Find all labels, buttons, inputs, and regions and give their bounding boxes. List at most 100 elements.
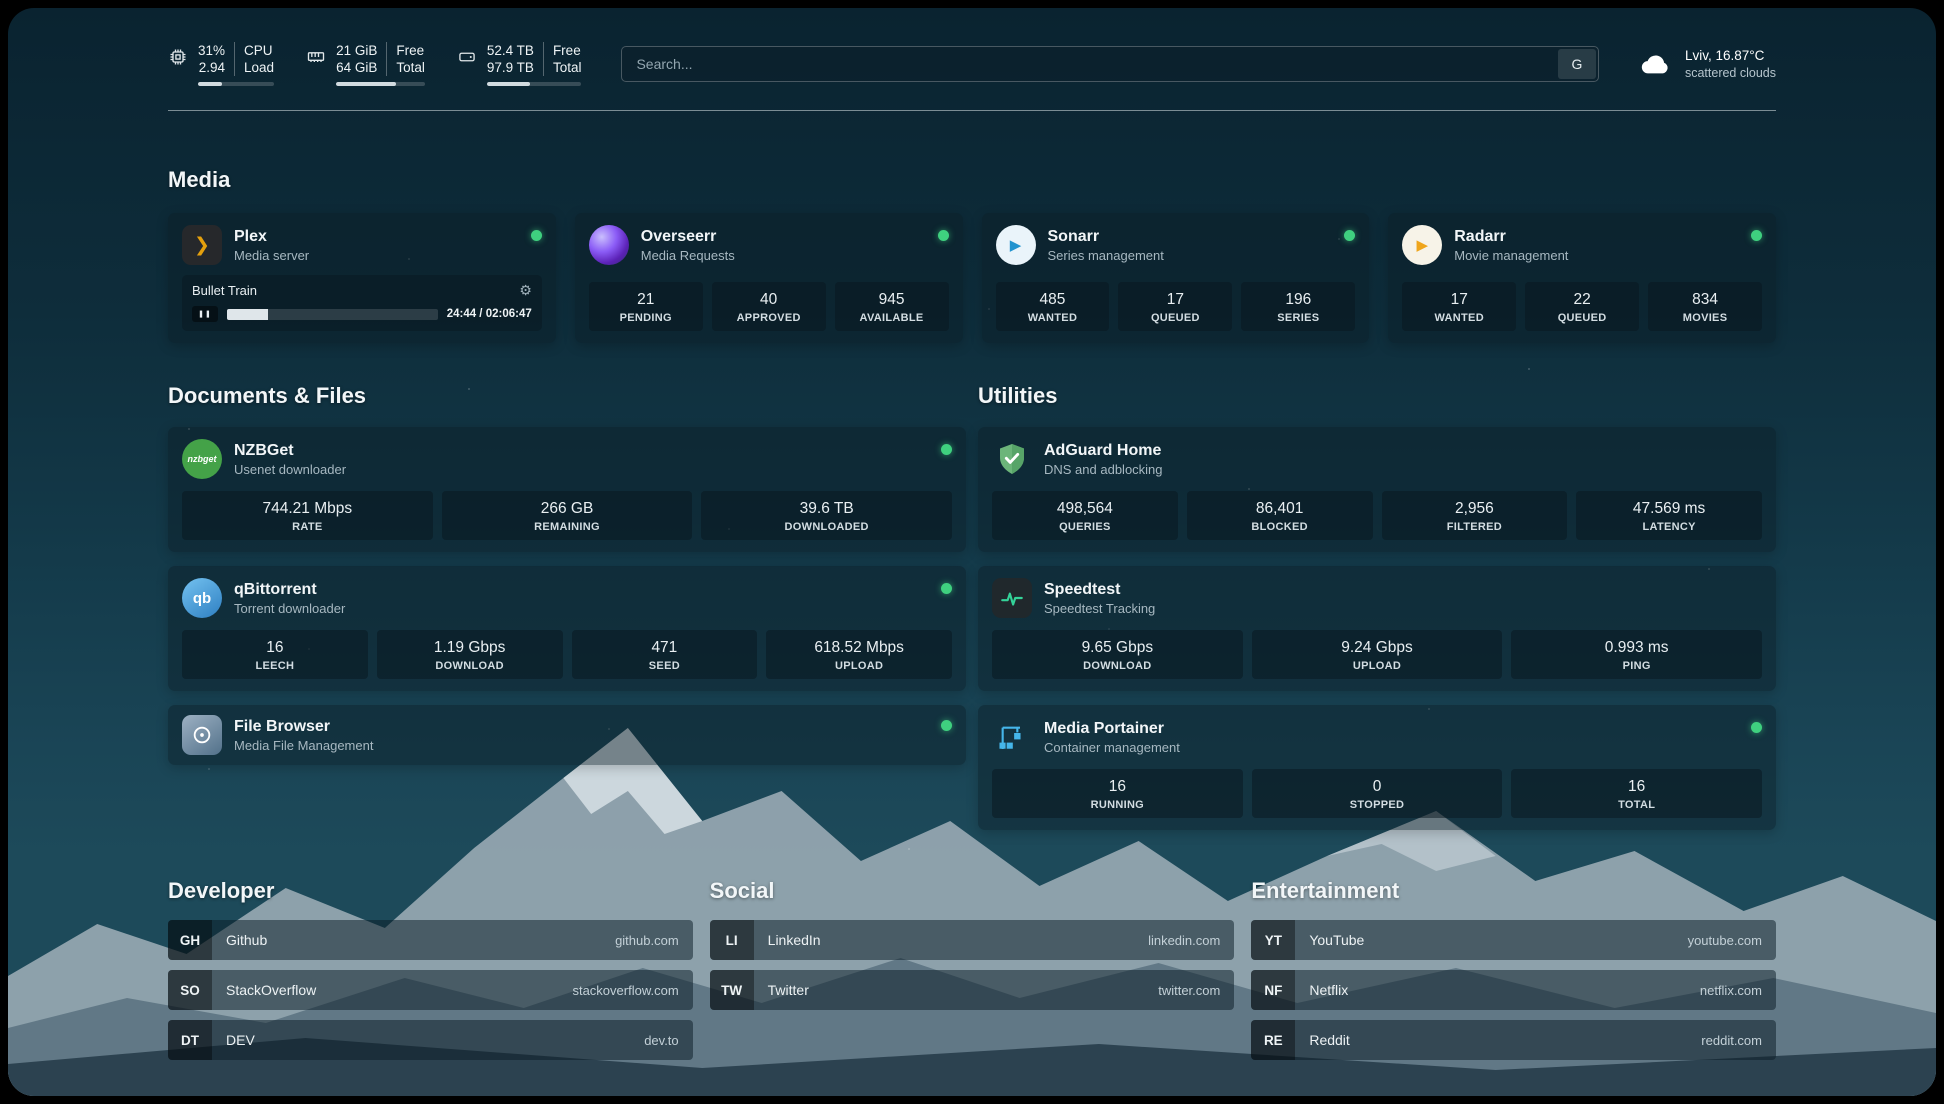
bookmark-abbr: DT (168, 1020, 212, 1060)
bookmark-url: youtube.com (1687, 932, 1762, 948)
stat-download: 1.19 Gbps DOWNLOAD (376, 630, 563, 679)
service-card-portainer[interactable]: Media Portainer Container management 16 … (978, 705, 1776, 830)
status-dot (941, 444, 952, 455)
service-card-speedtest[interactable]: Speedtest Speedtest Tracking 9.65 Gbps D… (978, 566, 1776, 691)
service-subtitle: Media server (234, 248, 310, 263)
nzbget-icon: nzbget (182, 439, 222, 479)
bookmark-url: dev.to (644, 1032, 679, 1048)
bookmark-abbr: YT (1251, 920, 1296, 960)
service-subtitle: Torrent downloader (234, 601, 346, 616)
cpu-usage-label: CPU (234, 42, 274, 59)
memory-widget: 21 GiB Free 64 GiB Total (306, 42, 425, 86)
bookmark-linkedin[interactable]: LI LinkedIn linkedin.com (709, 920, 1235, 960)
stat-downloaded: 39.6 TB DOWNLOADED (701, 491, 953, 540)
status-dot (937, 230, 949, 241)
service-subtitle: Usenet downloader (234, 462, 347, 477)
bookmark-abbr: GH (168, 920, 212, 960)
snow-specks (8, 8, 10, 10)
bookmark-dev[interactable]: DT DEV dev.to (168, 1020, 693, 1060)
stat-stopped: 0 STOPPED (1251, 769, 1503, 818)
sonarr-icon: ▶ (995, 225, 1036, 265)
utilities-column: Utilities AdGu (978, 383, 1776, 830)
service-card-nzbget[interactable]: nzbget NZBGet Usenet downloader 744.21 M… (168, 427, 966, 552)
stat-running: 16 RUNNING (992, 769, 1243, 818)
bookmark-twitter[interactable]: TW Twitter twitter.com (709, 970, 1235, 1010)
stat-latency: 47.569 ms LATENCY (1576, 491, 1762, 540)
memory-icon (306, 47, 326, 72)
cloud-icon (1639, 49, 1673, 80)
media-cards-row: ❯ Plex Media server Bullet Train ⚙ ❚❚ (168, 213, 1776, 343)
bookmark-stackoverflow[interactable]: SO StackOverflow stackoverflow.com (168, 970, 693, 1010)
service-subtitle: Media File Management (234, 738, 374, 753)
section-title-entertainment: Entertainment (1251, 878, 1400, 903)
playback-progress-bar (227, 308, 438, 320)
status-dot (1344, 230, 1356, 241)
service-name: qBittorrent (234, 581, 317, 598)
service-name: Sonarr (1047, 228, 1100, 245)
stat-upload: 618.52 Mbps UPLOAD (766, 630, 952, 679)
bookmark-github[interactable]: GH Github github.com (168, 920, 693, 960)
service-name: Speedtest (1044, 581, 1121, 598)
bookmark-name: DEV (226, 1032, 255, 1048)
stat-queued: 22 QUEUED (1525, 282, 1640, 331)
service-card-filebrowser[interactable]: File Browser Media File Management (168, 705, 966, 765)
service-subtitle: Series management (1047, 248, 1164, 263)
top-bar: 31% CPU 2.94 Load 21 GiB (168, 42, 1776, 86)
search-input[interactable] (621, 46, 1599, 82)
bookmarks-entertainment: Entertainment YT YouTube youtube.com NF … (1251, 878, 1776, 1060)
service-name: NZBGet (234, 442, 294, 459)
cpu-load-value: 2.94 (198, 60, 226, 75)
now-playing-title: Bullet Train (192, 283, 258, 298)
speedtest-icon (992, 578, 1032, 618)
stat-ping: 0.993 ms PING (1511, 630, 1763, 679)
service-card-sonarr[interactable]: ▶ Sonarr Series management 485 WANTED 17… (981, 213, 1370, 343)
stat-queued: 17 QUEUED (1118, 282, 1233, 331)
search-provider-button[interactable]: G (1557, 49, 1596, 79)
bookmark-name: Reddit (1309, 1032, 1350, 1048)
section-title-documents: Documents & Files (168, 383, 367, 408)
stat-rate: 744.21 Mbps RATE (182, 491, 433, 540)
bookmark-url: linkedin.com (1148, 932, 1221, 948)
bookmark-url: stackoverflow.com (572, 982, 679, 998)
service-card-adguard[interactable]: AdGuard Home DNS and adblocking 498,564 … (978, 427, 1776, 552)
bookmark-url: reddit.com (1701, 1032, 1762, 1048)
status-dot (1751, 230, 1762, 241)
disk-widget: 52.4 TB Free 97.9 TB Total (457, 42, 582, 86)
service-subtitle: Speedtest Tracking (1044, 601, 1156, 616)
section-title-utilities: Utilities (978, 383, 1058, 408)
pause-icon: ❚❚ (192, 306, 218, 322)
bookmark-name: StackOverflow (226, 982, 317, 998)
cpu-load-label: Load (234, 59, 274, 76)
disk-progress-bar (486, 82, 582, 86)
plex-now-playing: Bullet Train ⚙ ❚❚ 24:44 / 02:06:47 (182, 275, 542, 331)
stat-blocked: 86,401 BLOCKED (1186, 491, 1373, 540)
service-card-plex[interactable]: ❯ Plex Media server Bullet Train ⚙ ❚❚ (168, 213, 556, 343)
disk-total-label: Total (542, 59, 581, 76)
plex-icon: ❯ (182, 225, 222, 265)
service-subtitle: Movie management (1454, 248, 1569, 263)
stat-wanted: 485 WANTED (995, 282, 1110, 331)
overseerr-icon (588, 225, 629, 265)
bookmark-abbr: TW (709, 970, 754, 1010)
bookmark-netflix[interactable]: NF Netflix netflix.com (1251, 970, 1776, 1010)
stat-available: 945 AVAILABLE (834, 282, 949, 331)
status-dot (941, 583, 952, 594)
section-title-social: Social (709, 878, 775, 903)
documents-column: Documents & Files nzbget NZBGet Usenet d… (168, 383, 966, 765)
stat-total: 16 TOTAL (1511, 769, 1763, 818)
bookmark-name: Github (226, 932, 268, 948)
disk-free-label: Free (542, 42, 582, 59)
weather-location: Lviv, 16.87°C (1684, 48, 1765, 63)
cpu-progress-bar (198, 82, 275, 86)
gear-icon[interactable]: ⚙ (519, 282, 532, 298)
bookmark-url: github.com (615, 932, 679, 948)
service-card-radarr[interactable]: ▶ Radarr Movie management 17 WANTED 22 Q… (1388, 213, 1776, 343)
service-subtitle: Container management (1044, 740, 1180, 755)
service-card-overseerr[interactable]: Overseerr Media Requests 21 PENDING 40 A… (574, 213, 963, 343)
service-card-qbittorrent[interactable]: qb qBittorrent Torrent downloader 16 LEE… (168, 566, 966, 691)
stat-pending: 21 PENDING (588, 282, 703, 331)
stat-wanted: 17 WANTED (1402, 282, 1517, 331)
cpu-icon (168, 47, 188, 72)
bookmark-reddit[interactable]: RE Reddit reddit.com (1251, 1020, 1776, 1060)
bookmark-youtube[interactable]: YT YouTube youtube.com (1251, 920, 1776, 960)
